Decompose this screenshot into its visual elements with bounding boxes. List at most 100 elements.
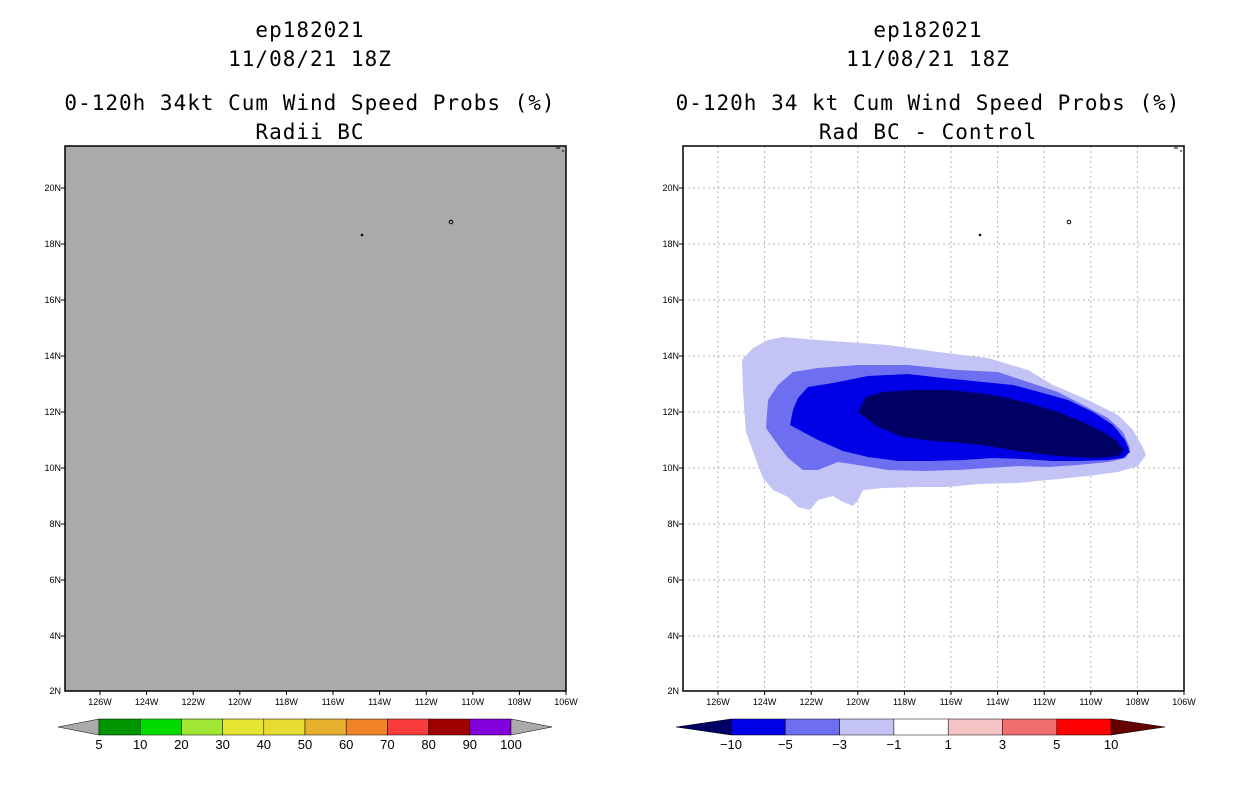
lon-tick-label: 122W	[799, 697, 823, 707]
left-colorbar-label: 60	[339, 737, 353, 752]
left-lon-axis: 126W 124W 122W 120W 118W 116W 114W 112W 110W 108W…	[88, 691, 578, 707]
right-storm-id: ep182021	[873, 18, 983, 42]
left-colorbar-low-end	[57, 718, 100, 736]
lon-tick-label: 112W	[1033, 697, 1056, 707]
lon-tick-label: 116W	[940, 697, 963, 707]
left-storm-id: ep182021	[255, 18, 365, 42]
right-colorbar-bin	[730, 718, 786, 736]
left-island-clarion	[360, 233, 364, 237]
right-colorbar-bin	[1002, 718, 1058, 736]
left-datetime: 11/08/21 18Z	[228, 47, 392, 71]
left-colorbar-high-end	[510, 718, 553, 736]
lat-tick-label: 20N	[662, 183, 679, 193]
right-island-clarion	[978, 233, 982, 237]
lat-tick-label: 6N	[49, 575, 61, 585]
lat-tick-label: 18N	[662, 239, 679, 249]
right-subtitle: Rad BC - Control	[818, 120, 1038, 144]
lon-tick-label: 110W	[1079, 697, 1102, 707]
left-colorbar-label: 90	[463, 737, 477, 752]
lat-tick-label: 6N	[667, 575, 679, 585]
left-colorbar-label: 100	[500, 737, 522, 752]
right-datetime: 11/08/21 18Z	[846, 47, 1010, 71]
right-lat-axis: 20N 18N 16N 14N 12N 10N 8N 6N 4N 2N	[662, 183, 683, 696]
left-colorbar-label: 70	[380, 737, 394, 752]
right-colorbar-label: 1	[945, 737, 952, 752]
left-title: 0-120h 34kt Cum Wind Speed Probs (%)	[64, 91, 556, 115]
left-colorbar-bin	[428, 718, 471, 736]
left-island-socorro	[448, 219, 454, 225]
lon-tick-label: 124W	[753, 697, 777, 707]
lon-tick-label: 124W	[135, 697, 159, 707]
lon-tick-label: 108W	[508, 697, 532, 707]
lat-tick-label: 14N	[662, 351, 679, 361]
left-islands	[360, 147, 564, 237]
right-colorbar-bin	[947, 718, 1003, 736]
lon-tick-label: 110W	[461, 697, 484, 707]
left-colorbar-bin	[263, 718, 306, 736]
right-lon-axis: 126W 124W 122W 120W 118W 116W 114W 112W 110W 108W…	[706, 691, 1196, 707]
left-colorbar-label: 50	[298, 737, 312, 752]
left-colorbar-label: 30	[215, 737, 229, 752]
right-colorbar-bin	[1056, 718, 1112, 736]
left-colorbar: 5 10 20 30 40 50 60 70 80 90 100	[57, 718, 553, 752]
lon-tick-label: 116W	[322, 697, 345, 707]
left-colorbar-bin	[387, 718, 429, 736]
lat-tick-label: 8N	[667, 519, 679, 529]
lat-tick-label: 4N	[49, 631, 61, 641]
right-colorbar-bin	[893, 718, 949, 736]
lat-tick-label: 2N	[49, 686, 61, 696]
right-island-socorro	[1066, 219, 1072, 225]
right-colorbar: −10 −5 −3 −1 1 3 5 10	[675, 718, 1166, 752]
lat-tick-label: 20N	[44, 183, 61, 193]
left-colorbar-bin	[98, 718, 141, 736]
right-map-frame	[682, 145, 1185, 692]
lat-tick-label: 18N	[44, 239, 61, 249]
lon-tick-label: 120W	[846, 697, 870, 707]
left-map-field	[64, 145, 567, 692]
left-colorbar-bin	[139, 718, 182, 736]
left-colorbar-bin	[181, 718, 223, 736]
diff-contour-level4	[858, 390, 1124, 458]
lon-tick-label: 114W	[368, 697, 391, 707]
lon-tick-label: 118W	[275, 697, 298, 707]
lat-tick-label: 2N	[667, 686, 679, 696]
left-colorbar-bin	[345, 718, 388, 736]
lon-tick-label: 126W	[706, 697, 730, 707]
left-colorbar-label: 10	[133, 737, 147, 752]
lon-tick-label: 112W	[415, 697, 438, 707]
left-colorbar-label: 80	[421, 737, 435, 752]
left-colorbar-label: 20	[174, 737, 188, 752]
right-island-corner	[1174, 147, 1182, 152]
lon-tick-label: 106W	[1172, 697, 1196, 707]
right-colorbar-label: 3	[999, 737, 1006, 752]
lat-tick-label: 8N	[49, 519, 61, 529]
right-colorbar-low-end	[675, 718, 732, 736]
right-colorbar-label: −5	[778, 737, 793, 752]
lat-tick-label: 16N	[662, 295, 679, 305]
left-colorbar-bin	[469, 718, 512, 736]
lat-tick-label: 12N	[662, 407, 679, 417]
right-colorbar-label: −1	[886, 737, 901, 752]
lon-tick-label: 118W	[893, 697, 916, 707]
right-colorbar-bin	[839, 718, 895, 736]
right-colorbar-label: 10	[1104, 737, 1118, 752]
lon-tick-label: 126W	[88, 697, 112, 707]
right-title: 0-120h 34 kt Cum Wind Speed Probs (%)	[675, 91, 1181, 115]
lat-tick-label: 10N	[662, 463, 679, 473]
lat-tick-label: 10N	[44, 463, 61, 473]
left-subtitle: Radii BC	[255, 120, 365, 144]
lat-tick-label: 14N	[44, 351, 61, 361]
left-colorbar-bin	[304, 718, 347, 736]
right-colorbar-high-end	[1110, 718, 1166, 736]
lon-tick-label: 114W	[986, 697, 1009, 707]
right-colorbar-label: −3	[832, 737, 847, 752]
left-colorbar-label: 5	[95, 737, 102, 752]
lat-tick-label: 4N	[667, 631, 679, 641]
left-lat-axis: 20N 18N 16N 14N 12N 10N 8N 6N 4N 2N	[44, 183, 65, 696]
lon-tick-label: 122W	[181, 697, 205, 707]
right-islands	[978, 147, 1182, 237]
right-colorbar-label: −10	[720, 737, 742, 752]
left-island-corner	[556, 147, 564, 152]
right-map: 20N 18N 16N 14N 12N 10N 8N 6N 4N 2N 126W 124W 122W 1…	[662, 145, 1196, 752]
